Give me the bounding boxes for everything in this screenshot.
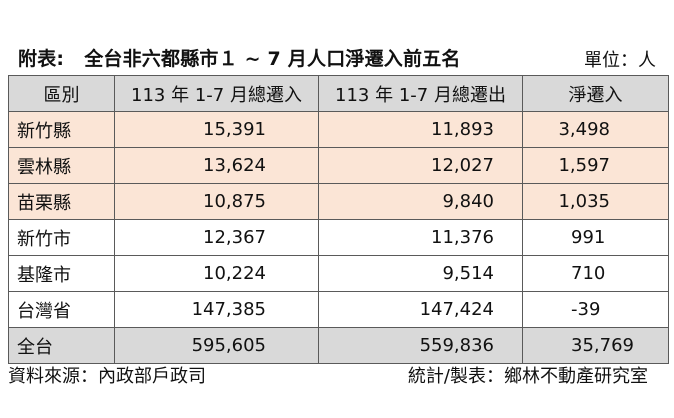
title-prefix: 附表: [18,48,65,70]
cell-move-in: 10,224 [114,255,319,292]
table-row: 雲林縣 13,624 12,027 1,597 [8,147,669,184]
cell-net: -39 [522,291,669,328]
header-row: 區別 113 年 1-7 月總遷入 113 年 1-7 月總遷出 淨遷入 [8,75,669,112]
cell-region: 苗栗縣 [8,183,115,220]
producer-note: 統計/製表：鄉林不動產研究室 [407,366,648,387]
unit-label: 單位：人 [584,50,656,71]
title-text: 全台非六都縣市１ ~ 7 月人口淨遷入前五名 [84,48,461,70]
cell-region: 台灣省 [8,291,115,328]
cell-net: 35,769 [522,327,669,364]
header-net: 淨遷入 [522,75,669,112]
title-row: 附表: 全台非六都縣市１ ~ 7 月人口淨遷入前五名 單位：人 [18,44,656,72]
cell-net: 1,035 [522,183,669,220]
table-row: 基隆市 10,224 9,514 710 [8,255,669,292]
header-move-in: 113 年 1-7 月總遷入 [114,75,319,112]
table-row: 新竹縣 15,391 11,893 3,498 [8,111,669,148]
cell-net: 991 [522,219,669,256]
cell-move-out: 11,893 [318,111,523,148]
cell-region: 基隆市 [8,255,115,292]
header-move-out: 113 年 1-7 月總遷出 [318,75,523,112]
migration-table: 區別 113 年 1-7 月總遷入 113 年 1-7 月總遷出 淨遷入 新竹縣… [8,75,669,364]
cell-move-out: 147,424 [318,291,523,328]
table-row: 苗栗縣 10,875 9,840 1,035 [8,183,669,220]
cell-move-in: 12,367 [114,219,319,256]
cell-region: 新竹市 [8,219,115,256]
cell-move-out: 9,514 [318,255,523,292]
cell-net: 3,498 [522,111,669,148]
table-row: 台灣省 147,385 147,424 -39 [8,291,669,328]
cell-net: 710 [522,255,669,292]
table-row-total: 全台 595,605 559,836 35,769 [8,327,669,364]
cell-move-in: 13,624 [114,147,319,184]
cell-move-in: 15,391 [114,111,319,148]
cell-net: 1,597 [522,147,669,184]
cell-region: 全台 [8,327,115,364]
table-title: 附表: 全台非六都縣市１ ~ 7 月人口淨遷入前五名 [18,44,461,71]
cell-move-out: 559,836 [318,327,523,364]
header-region: 區別 [8,75,115,112]
cell-move-out: 12,027 [318,147,523,184]
cell-move-in: 147,385 [114,291,319,328]
cell-region: 雲林縣 [8,147,115,184]
cell-region: 新竹縣 [8,111,115,148]
source-note: 資料來源：內政部戶政司 [8,366,206,387]
cell-move-in: 595,605 [114,327,319,364]
cell-move-out: 9,840 [318,183,523,220]
table-row: 新竹市 12,367 11,376 991 [8,219,669,256]
cell-move-out: 11,376 [318,219,523,256]
cell-move-in: 10,875 [114,183,319,220]
